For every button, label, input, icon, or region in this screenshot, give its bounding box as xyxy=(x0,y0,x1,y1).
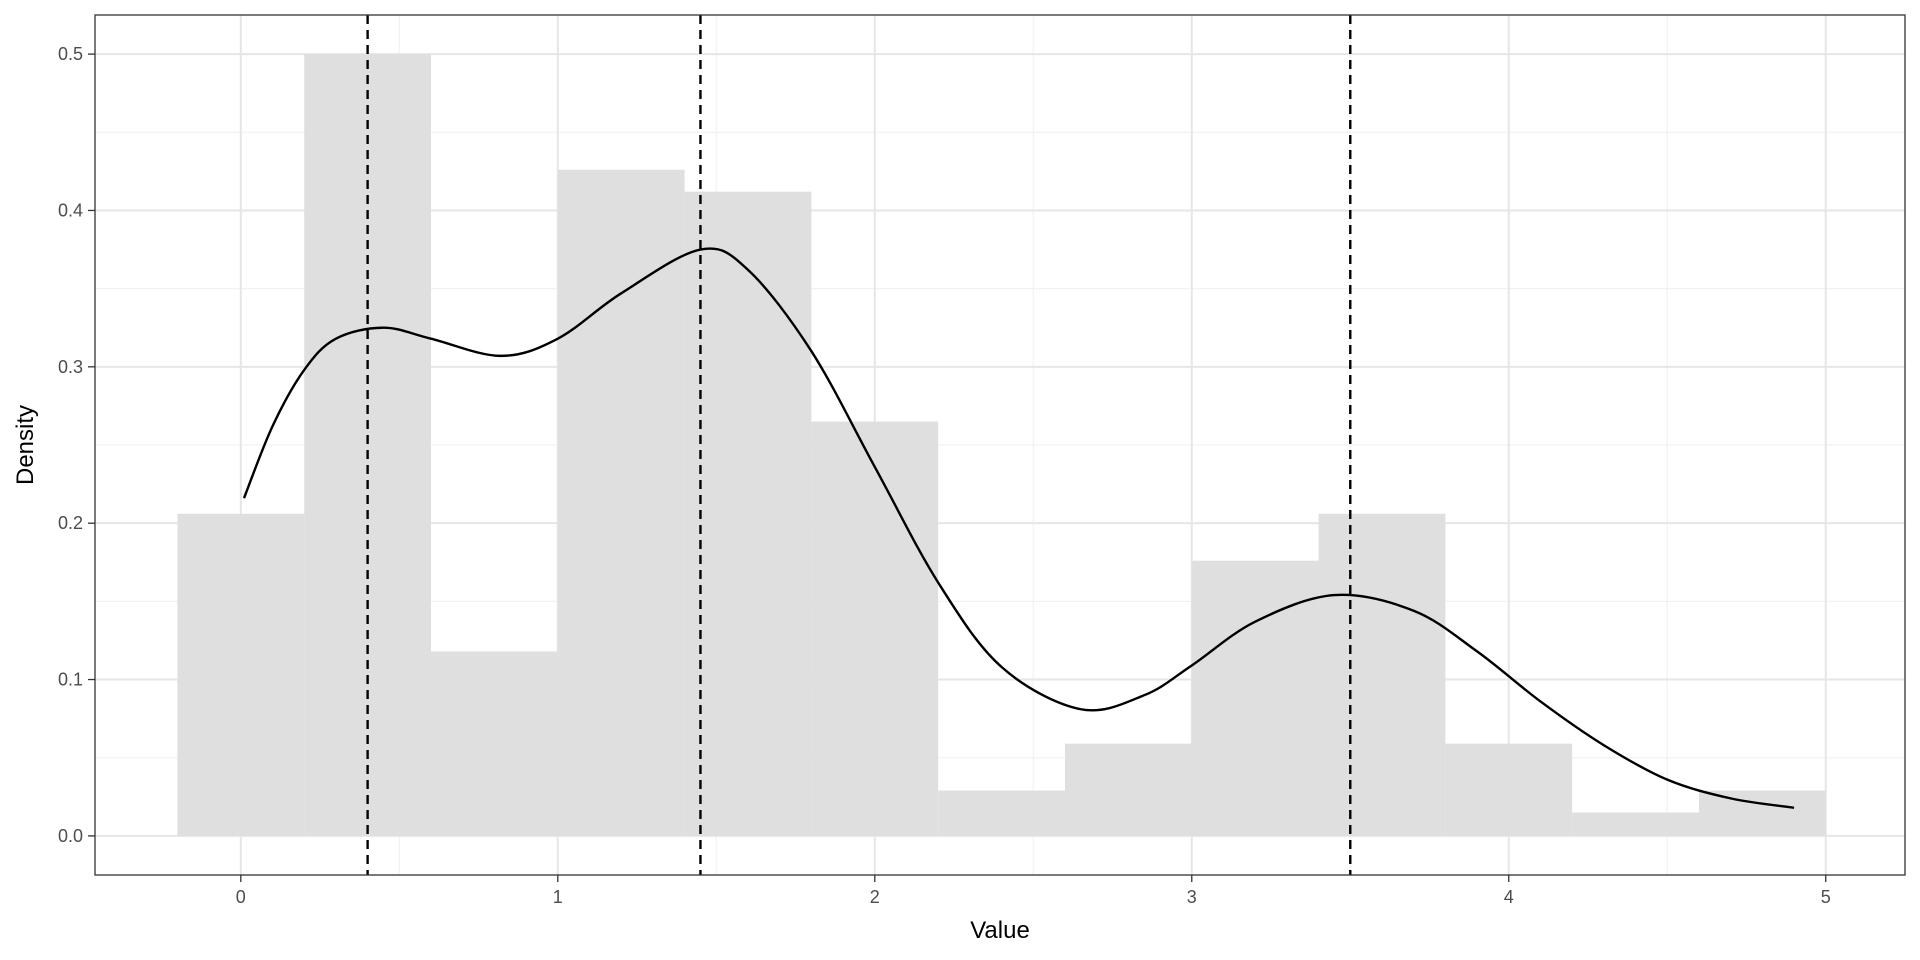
density-curve-layer xyxy=(242,247,1795,809)
x-tick-label: 3 xyxy=(1187,887,1197,907)
x-tick-label: 5 xyxy=(1821,887,1831,907)
histogram-bar xyxy=(1572,812,1699,836)
density-curve xyxy=(242,247,1795,809)
histogram-bar xyxy=(1445,743,1573,836)
histogram-bar xyxy=(557,169,685,836)
y-tick-label: 0.2 xyxy=(58,513,83,533)
y-tick-label: 0.4 xyxy=(58,200,83,220)
histogram-bar xyxy=(1064,743,1192,836)
histogram-bar xyxy=(177,513,305,836)
histogram-bar xyxy=(811,421,939,836)
y-tick-label: 0.3 xyxy=(58,357,83,377)
panel-border xyxy=(94,14,1906,876)
x-axis-title: Value xyxy=(970,917,1030,944)
histogram-bar xyxy=(1191,560,1319,836)
histogram-bar xyxy=(431,651,558,836)
x-tick-label: 1 xyxy=(553,887,563,907)
y-tick-label: 0.0 xyxy=(58,826,83,846)
histogram-bar xyxy=(1698,790,1826,836)
y-axis-ticks: 0.0 0.1 0.2 0.3 0.4 0.5 xyxy=(58,44,95,846)
y-axis-title: Density xyxy=(12,405,39,485)
x-axis-ticks: 0 1 2 3 4 5 xyxy=(236,875,1831,907)
histogram-bar xyxy=(1318,513,1446,836)
x-tick-label: 0 xyxy=(236,887,246,907)
y-tick-label: 0.5 xyxy=(58,44,83,64)
dashed-reference-lines xyxy=(366,15,1352,875)
histogram-bars xyxy=(177,54,1826,836)
histogram-bar xyxy=(684,191,812,836)
histogram-bar xyxy=(938,790,1065,836)
x-tick-label: 4 xyxy=(1504,887,1514,907)
y-tick-label: 0.1 xyxy=(58,670,83,690)
x-tick-label: 2 xyxy=(870,887,880,907)
